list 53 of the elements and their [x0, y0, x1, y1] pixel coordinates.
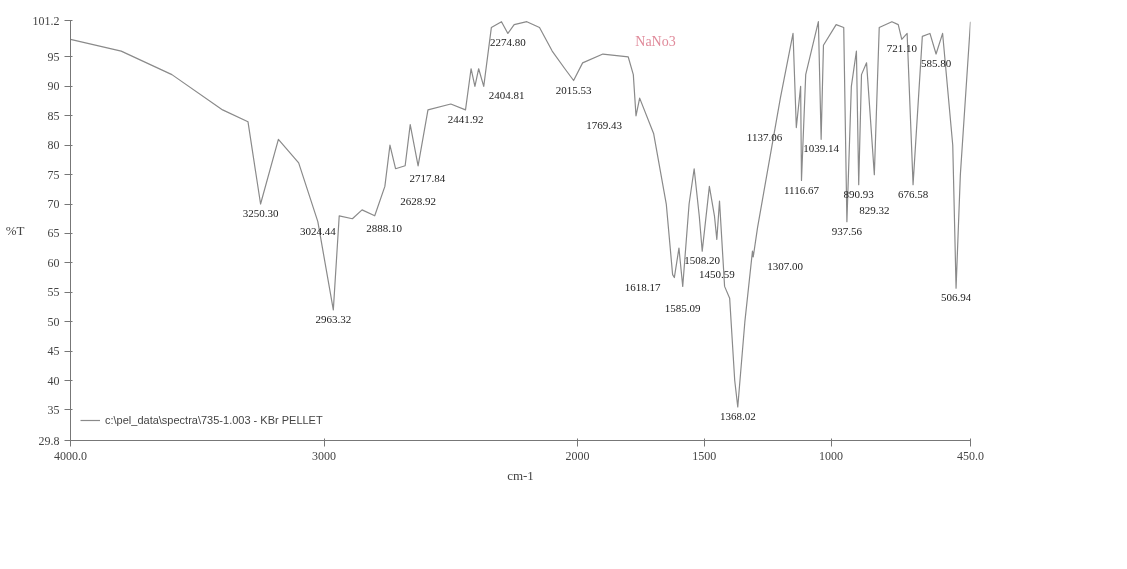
annotation: 2717.84 [409, 171, 446, 184]
annotation: 1368.02 [719, 409, 756, 422]
annotation: 3250.30 [242, 207, 279, 220]
annotation: 890.93 [843, 187, 875, 200]
y-tick-label: 65 [47, 226, 60, 241]
annotation: 2963.32 [315, 312, 352, 325]
y-tick-label: 29.8 [38, 433, 60, 448]
annotation: 1116.67 [784, 183, 820, 196]
y-tick-label: 80 [47, 138, 60, 153]
y-tick-label: 95 [47, 49, 60, 64]
x-tick-label: 3000 [312, 448, 337, 463]
annotation: 676.58 [897, 187, 929, 200]
annotation: 937.56 [831, 224, 863, 237]
annotation: 721.10 [886, 42, 918, 55]
y-tick-label: 85 [47, 108, 60, 123]
x-axis-title: cm-1 [507, 467, 534, 483]
annotation: 1585.09 [664, 302, 702, 315]
annotation: 2628.92 [400, 194, 436, 207]
text: NaNo3 [635, 33, 676, 49]
legend-label: c:\pel_data\spectra\735-1.003 - KBr PELLET [105, 414, 323, 426]
y-tick-label: 101.2 [32, 13, 60, 28]
y-axis-title: %T [5, 223, 25, 238]
x-tick-label: 1000 [819, 448, 844, 463]
y-tick-label: 90 [47, 79, 60, 94]
annotation: 1618.17 [624, 280, 661, 293]
annotation: 2441.92 [447, 112, 484, 125]
annotation: 1039.14 [803, 142, 840, 155]
y-tick-label: 50 [47, 314, 60, 329]
annotation: 1307.00 [767, 259, 804, 272]
annotation: 1769.43 [586, 118, 623, 131]
y-tick-label: 75 [47, 167, 60, 182]
y-tick-label: 35 [47, 402, 60, 417]
x-tick-label: 1500 [692, 448, 717, 463]
x-tick-label: 2000 [565, 448, 590, 463]
annotation: 2015.53 [555, 83, 592, 96]
y-tick-label: 55 [47, 285, 60, 300]
x-tick-label: 4000.0 [54, 448, 87, 463]
x-tick-label: 450.0 [957, 448, 984, 463]
annotation: 1508.20 [684, 254, 721, 267]
y-tick-label: 60 [47, 255, 60, 270]
annotation: 2404.81 [488, 89, 525, 102]
y-tick-label: 45 [47, 344, 60, 359]
annotation: 829.32 [859, 203, 890, 216]
annotation: 506.94 [940, 291, 972, 304]
annotation: 3024.44 [299, 224, 337, 237]
annotation: 2274.80 [490, 36, 527, 49]
annotation: 1450.59 [698, 268, 736, 281]
y-tick-label: 70 [47, 197, 60, 212]
annotation: 2888.10 [366, 221, 403, 234]
line-series [70, 21, 971, 408]
annotation: 1137.06 [746, 130, 783, 143]
annotation: 585.80 [920, 57, 952, 70]
y-tick-label: 40 [47, 373, 60, 388]
